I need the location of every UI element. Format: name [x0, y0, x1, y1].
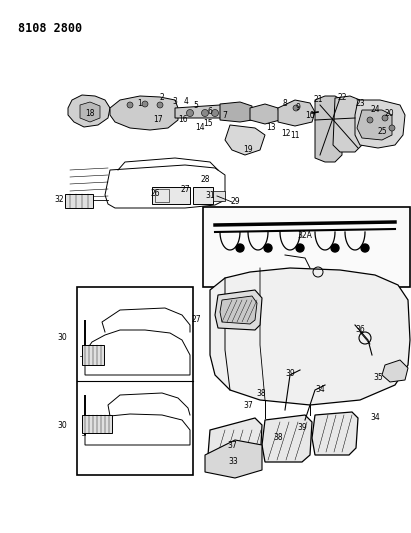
Text: 32: 32 [54, 196, 64, 205]
Circle shape [201, 109, 208, 117]
Circle shape [331, 244, 339, 252]
Text: 18: 18 [85, 109, 95, 117]
Circle shape [127, 102, 133, 108]
Circle shape [264, 244, 272, 252]
Text: 8: 8 [283, 99, 287, 108]
Circle shape [142, 101, 148, 107]
Text: 13: 13 [266, 124, 276, 133]
Text: 21: 21 [313, 94, 323, 103]
Polygon shape [175, 105, 252, 120]
Text: 15: 15 [203, 119, 213, 128]
Text: 2: 2 [159, 93, 164, 102]
Circle shape [389, 125, 395, 131]
Bar [82, 415, 112, 433]
Text: 14: 14 [195, 123, 205, 132]
Text: 38: 38 [256, 389, 266, 398]
Text: 5: 5 [194, 101, 199, 110]
Text: 28: 28 [200, 175, 210, 184]
Polygon shape [355, 100, 405, 148]
Polygon shape [205, 440, 262, 478]
Polygon shape [110, 96, 178, 130]
Polygon shape [80, 102, 100, 122]
Text: 1: 1 [138, 99, 142, 108]
Polygon shape [278, 100, 315, 126]
Text: 20: 20 [384, 109, 394, 117]
Circle shape [296, 244, 304, 252]
Text: 38: 38 [273, 432, 283, 441]
Circle shape [293, 105, 299, 111]
Polygon shape [250, 104, 280, 124]
Text: 8108 2800: 8108 2800 [18, 22, 82, 35]
Polygon shape [210, 268, 410, 405]
Circle shape [236, 244, 244, 252]
Text: 3: 3 [173, 96, 178, 106]
Bar [82, 345, 104, 365]
Text: 22: 22 [337, 93, 347, 101]
Text: 23: 23 [355, 100, 365, 109]
Text: 24: 24 [370, 104, 380, 114]
Text: 19: 19 [243, 146, 253, 155]
Polygon shape [315, 96, 342, 162]
Polygon shape [312, 412, 358, 455]
Circle shape [212, 109, 219, 117]
Text: 30: 30 [57, 421, 67, 430]
Polygon shape [333, 96, 362, 152]
Bar [213, 191, 225, 201]
Text: 34: 34 [370, 414, 380, 423]
Text: 10: 10 [305, 111, 315, 120]
Text: 12: 12 [281, 128, 291, 138]
Text: 39: 39 [297, 423, 307, 432]
Polygon shape [208, 418, 262, 472]
Text: 37: 37 [243, 400, 253, 409]
Bar [152, 187, 190, 204]
Text: 11: 11 [290, 132, 300, 141]
Text: 32A: 32A [298, 230, 312, 239]
Text: 17: 17 [153, 115, 163, 124]
Text: 37: 37 [227, 440, 237, 449]
Text: 27: 27 [191, 316, 201, 325]
Circle shape [382, 115, 388, 121]
Bar [77, 287, 193, 475]
Circle shape [361, 244, 369, 252]
Bar [65, 194, 93, 208]
Polygon shape [262, 415, 312, 462]
Polygon shape [220, 102, 252, 122]
Text: 27: 27 [180, 185, 190, 195]
Bar [203, 207, 410, 287]
Text: 6: 6 [208, 108, 212, 117]
Text: 26: 26 [150, 189, 160, 198]
Polygon shape [215, 290, 262, 330]
Polygon shape [225, 125, 265, 155]
Bar [193, 187, 213, 204]
Text: 7: 7 [223, 110, 227, 119]
Bar [155, 189, 169, 202]
Polygon shape [382, 360, 408, 382]
Text: 34: 34 [315, 385, 325, 394]
Text: 16: 16 [178, 116, 188, 125]
Circle shape [367, 117, 373, 123]
Text: 39: 39 [285, 369, 295, 378]
Text: 29: 29 [230, 198, 240, 206]
Text: 4: 4 [184, 96, 188, 106]
Text: 36: 36 [355, 326, 365, 335]
Text: 31: 31 [205, 191, 215, 200]
Circle shape [157, 102, 163, 108]
Text: 9: 9 [296, 103, 300, 112]
Text: 30: 30 [57, 334, 67, 343]
Polygon shape [68, 95, 110, 127]
Polygon shape [220, 296, 257, 324]
Circle shape [187, 109, 194, 117]
Text: 33: 33 [228, 457, 238, 466]
Text: 25: 25 [377, 127, 387, 136]
Text: 35: 35 [373, 374, 383, 383]
Polygon shape [357, 110, 392, 140]
